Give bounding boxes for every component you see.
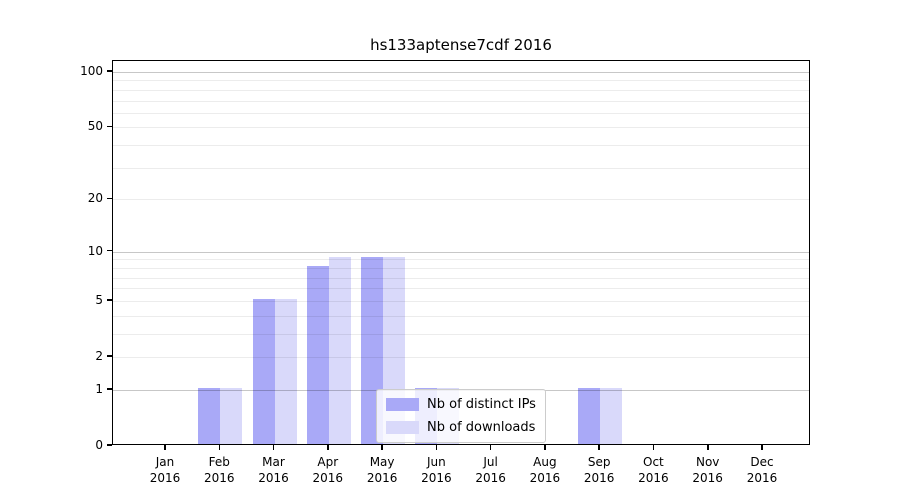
- x-tick-mark: [164, 445, 166, 450]
- x-tick-label-jun: Jun 2016: [421, 455, 452, 485]
- bar-distinct-ips-feb: [198, 387, 221, 444]
- bar-distinct-ips-apr: [306, 265, 329, 444]
- x-tick-label-may: May 2016: [366, 455, 398, 485]
- x-tick-mark: [327, 445, 329, 450]
- x-tick-label-dec: Dec 2016: [746, 455, 778, 485]
- x-tick-label-jul: Jul 2016: [475, 455, 506, 485]
- y-tick-mark: [107, 70, 112, 72]
- x-tick-mark: [489, 445, 492, 450]
- x-tick-label-oct: Oct 2016: [638, 455, 669, 485]
- x-tick-label-sep: Sep 2016: [583, 455, 615, 485]
- x-tick-mark: [272, 445, 275, 450]
- y-tick-mark: [107, 444, 112, 446]
- y-tick-mark: [107, 249, 112, 252]
- y-tick-mark: [107, 388, 112, 390]
- y-tick-mark: [107, 299, 112, 301]
- bar-distinct-ips-sep: [578, 387, 601, 444]
- x-tick-mark: [381, 445, 383, 450]
- x-tick-mark: [707, 445, 709, 450]
- y-tick-label: 2: [95, 349, 103, 363]
- y-tick-label: 5: [95, 292, 103, 307]
- y-tick-label: 0: [95, 438, 103, 452]
- y-tick-mark: [107, 355, 112, 357]
- bars-layer: [113, 61, 809, 444]
- y-tick-label: 20: [87, 191, 103, 206]
- x-tick-mark: [652, 445, 655, 450]
- x-tick-label-mar: Mar 2016: [258, 455, 289, 485]
- chart-title: hs133aptense7cdf 2016: [370, 36, 552, 54]
- legend-item-distinct-ips: Nb of distinct IPs: [386, 395, 536, 414]
- legend-swatch-downloads: [386, 421, 419, 434]
- x-tick-mark: [435, 445, 438, 450]
- bar-downloads-mar: [274, 298, 297, 444]
- x-tick-label-feb: Feb 2016: [204, 455, 235, 485]
- bar-downloads-feb: [220, 387, 243, 444]
- x-tick-label-apr: Apr 2016: [312, 455, 344, 485]
- y-tick-label: 50: [87, 119, 103, 134]
- x-tick-label-aug: Aug 2016: [529, 455, 561, 485]
- bar-downloads-apr: [328, 257, 351, 444]
- bar-distinct-ips-mar: [252, 298, 275, 444]
- y-tick-label: 100: [80, 64, 103, 78]
- legend: Nb of distinct IPs Nb of downloads: [376, 389, 546, 443]
- x-tick-mark: [761, 445, 763, 450]
- plot-area: [112, 60, 810, 445]
- y-tick-label: 10: [87, 243, 103, 258]
- x-tick-mark: [598, 445, 600, 450]
- legend-swatch-distinct-ips: [386, 398, 419, 411]
- y-tick-label: 1: [95, 381, 103, 396]
- legend-label-downloads: Nb of downloads: [427, 420, 536, 435]
- x-tick-mark: [218, 445, 220, 450]
- x-tick-label-jan: Jan 2016: [149, 455, 181, 485]
- legend-label-distinct-ips: Nb of distinct IPs: [427, 397, 536, 412]
- y-tick-mark: [107, 197, 112, 199]
- bar-downloads-sep: [600, 387, 623, 444]
- legend-item-downloads: Nb of downloads: [386, 418, 536, 437]
- y-tick-mark: [107, 125, 112, 128]
- x-tick-mark: [544, 445, 546, 450]
- x-tick-label-nov: Nov 2016: [692, 455, 723, 485]
